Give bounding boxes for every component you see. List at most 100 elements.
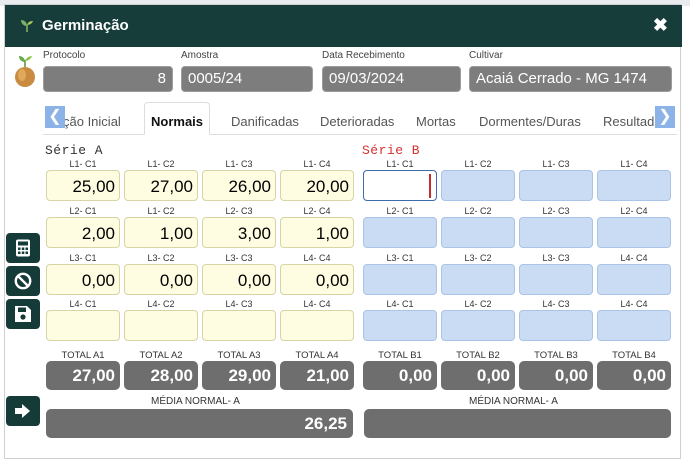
cancel-button[interactable] xyxy=(6,266,40,296)
serie-b-cell-input[interactable] xyxy=(441,217,515,248)
serie-b-cell-input[interactable] xyxy=(519,264,593,295)
serie-b-cell-input[interactable] xyxy=(441,170,515,201)
serie-a-total-label: TOTAL A1 xyxy=(61,350,105,361)
serie-b-cell-input[interactable] xyxy=(597,217,671,248)
calculate-button[interactable] xyxy=(6,233,40,263)
serie-a-cell-input[interactable]: 0,00 xyxy=(46,264,120,295)
serie-b-total-label: TOTAL B2 xyxy=(456,350,500,361)
serie-a-cell-input[interactable]: 2,00 xyxy=(46,217,120,248)
tab-dormentes-duras[interactable]: Dormentes/Duras xyxy=(479,114,581,129)
serie-a-cell-input[interactable]: 1,00 xyxy=(124,217,198,248)
save-icon xyxy=(15,306,31,322)
ban-icon xyxy=(14,272,32,290)
serie-b-cell-input[interactable] xyxy=(597,310,671,341)
cultivar-label: Cultivar xyxy=(469,50,503,61)
serie-b-cell-label: L3- C3 xyxy=(542,253,570,263)
serie-a-cell-input[interactable] xyxy=(124,310,198,341)
serie-b-total-value: 0,00 xyxy=(519,361,593,390)
serie-a-cell-input[interactable]: 20,00 xyxy=(280,170,354,201)
serie-b-cell-label: L1- C2 xyxy=(464,159,492,169)
data-recebimento-field: Data Recebimento 09/03/2024 xyxy=(322,49,461,92)
exit-button[interactable] xyxy=(6,396,40,426)
serie-a-cell-input[interactable]: 26,00 xyxy=(202,170,276,201)
serie-b-cell-label: L4- C1 xyxy=(386,299,414,309)
tab-normais[interactable]: Normais xyxy=(144,102,211,135)
serie-a-cell-input[interactable]: 0,00 xyxy=(124,264,198,295)
serie-a-cell-input[interactable] xyxy=(202,310,276,341)
serie-a-cell-label: L4- C3 xyxy=(225,299,253,309)
media-b-label: MÉDIA NORMAL- A xyxy=(469,396,558,407)
serie-a-cell-label: L4- C1 xyxy=(69,299,97,309)
tab-contagem-inicial[interactable]: ção Inicial xyxy=(63,114,121,129)
tab-scroll-right-icon[interactable]: ❯ xyxy=(655,106,675,128)
serie-a-cell-label: L1- C4 xyxy=(303,159,331,169)
serie-a-cell-input[interactable]: 1,00 xyxy=(280,217,354,248)
serie-b-cell-input[interactable] xyxy=(363,310,437,341)
data-recebimento-input[interactable]: 09/03/2024 xyxy=(322,66,461,92)
serie-b-cell-input[interactable] xyxy=(597,264,671,295)
serie-a-total-label: TOTAL A4 xyxy=(295,350,339,361)
serie-a-cell-input[interactable]: 3,00 xyxy=(202,217,276,248)
serie-a-cell-label: L1- C2 xyxy=(147,206,175,216)
serie-b-cell-label: L1- C3 xyxy=(542,159,570,169)
serie-b-total-label: TOTAL B3 xyxy=(534,350,578,361)
serie-a-cell-input[interactable]: 0,00 xyxy=(202,264,276,295)
serie-b-cell-label: L3- C1 xyxy=(386,253,414,263)
serie-b-cell-label: L2- C4 xyxy=(620,206,648,216)
media-a-label: MÉDIA NORMAL- A xyxy=(151,396,240,407)
close-icon[interactable]: ✖ xyxy=(652,15,668,35)
serie-b-cell-input[interactable] xyxy=(519,170,593,201)
cultivar-field: Cultivar Acaiá Cerrado - MG 1474 xyxy=(469,49,672,92)
serie-a-cell-input[interactable] xyxy=(280,310,354,341)
serie-a-cell-label: L4- C2 xyxy=(147,299,175,309)
serie-a-cell-input[interactable]: 25,00 xyxy=(46,170,120,201)
seed-icon xyxy=(15,56,35,87)
serie-a-cell-label: L2- C1 xyxy=(69,206,97,216)
exit-icon xyxy=(15,404,30,418)
media-b-value xyxy=(364,409,671,438)
calculator-icon xyxy=(16,239,30,257)
serie-b-cell-input[interactable] xyxy=(363,217,437,248)
media-a-value: 26,25 xyxy=(46,409,353,438)
cultivar-input[interactable]: Acaiá Cerrado - MG 1474 xyxy=(469,66,672,92)
tab-danificadas[interactable]: Danificadas xyxy=(231,114,299,129)
serie-b-cell-input[interactable] xyxy=(363,170,437,201)
serie-a-cell-label: L3- C2 xyxy=(147,253,175,263)
serie-a-total-label: TOTAL A3 xyxy=(217,350,261,361)
amostra-field: Amostra 0005/24 xyxy=(181,49,313,92)
serie-b-cell-input[interactable] xyxy=(441,310,515,341)
save-button[interactable] xyxy=(6,299,40,329)
sprout-icon xyxy=(21,20,33,32)
tab-scroll-left-icon[interactable]: ❮ xyxy=(45,106,65,128)
serie-b-cell-label: L4- C4 xyxy=(620,253,648,263)
serie-a-cell-label: L4- C4 xyxy=(303,253,331,263)
serie-a-title: Série A xyxy=(45,143,104,158)
tab-strip: ção Inicial Normais Danificadas Deterior… xyxy=(43,101,677,135)
text-cursor xyxy=(429,174,431,198)
amostra-input[interactable]: 0005/24 xyxy=(181,66,313,92)
dialog-title: Germinação xyxy=(42,17,129,34)
serie-a-cell-label: L1- C2 xyxy=(147,159,175,169)
tab-deterioradas[interactable]: Deterioradas xyxy=(320,114,395,129)
protocolo-input[interactable]: 8 xyxy=(43,66,173,92)
tab-mortas[interactable]: Mortas xyxy=(416,114,456,129)
serie-a-cell-input[interactable]: 27,00 xyxy=(124,170,198,201)
serie-b-cell-input[interactable] xyxy=(597,170,671,201)
serie-b-cell-label: L3- C2 xyxy=(464,253,492,263)
serie-a-total-label: TOTAL A2 xyxy=(139,350,183,361)
serie-b-cell-input[interactable] xyxy=(519,310,593,341)
serie-a-cell-input[interactable]: 0,00 xyxy=(280,264,354,295)
serie-b-cell-input[interactable] xyxy=(519,217,593,248)
serie-b-cell-input[interactable] xyxy=(441,264,515,295)
serie-b-cell-input[interactable] xyxy=(363,264,437,295)
serie-b-cell-label: L1- C4 xyxy=(620,159,648,169)
serie-b-total-value: 0,00 xyxy=(441,361,515,390)
serie-b-cell-label: L4- C2 xyxy=(464,299,492,309)
serie-a-cell-input[interactable] xyxy=(46,310,120,341)
tab-resultado[interactable]: Resultad xyxy=(603,114,655,129)
serie-b-total-value: 0,00 xyxy=(363,361,437,390)
serie-a-cell-label: L4- C4 xyxy=(303,299,331,309)
serie-b-total-value: 0,00 xyxy=(597,361,671,390)
serie-a-cell-label: L3- C1 xyxy=(69,253,97,263)
